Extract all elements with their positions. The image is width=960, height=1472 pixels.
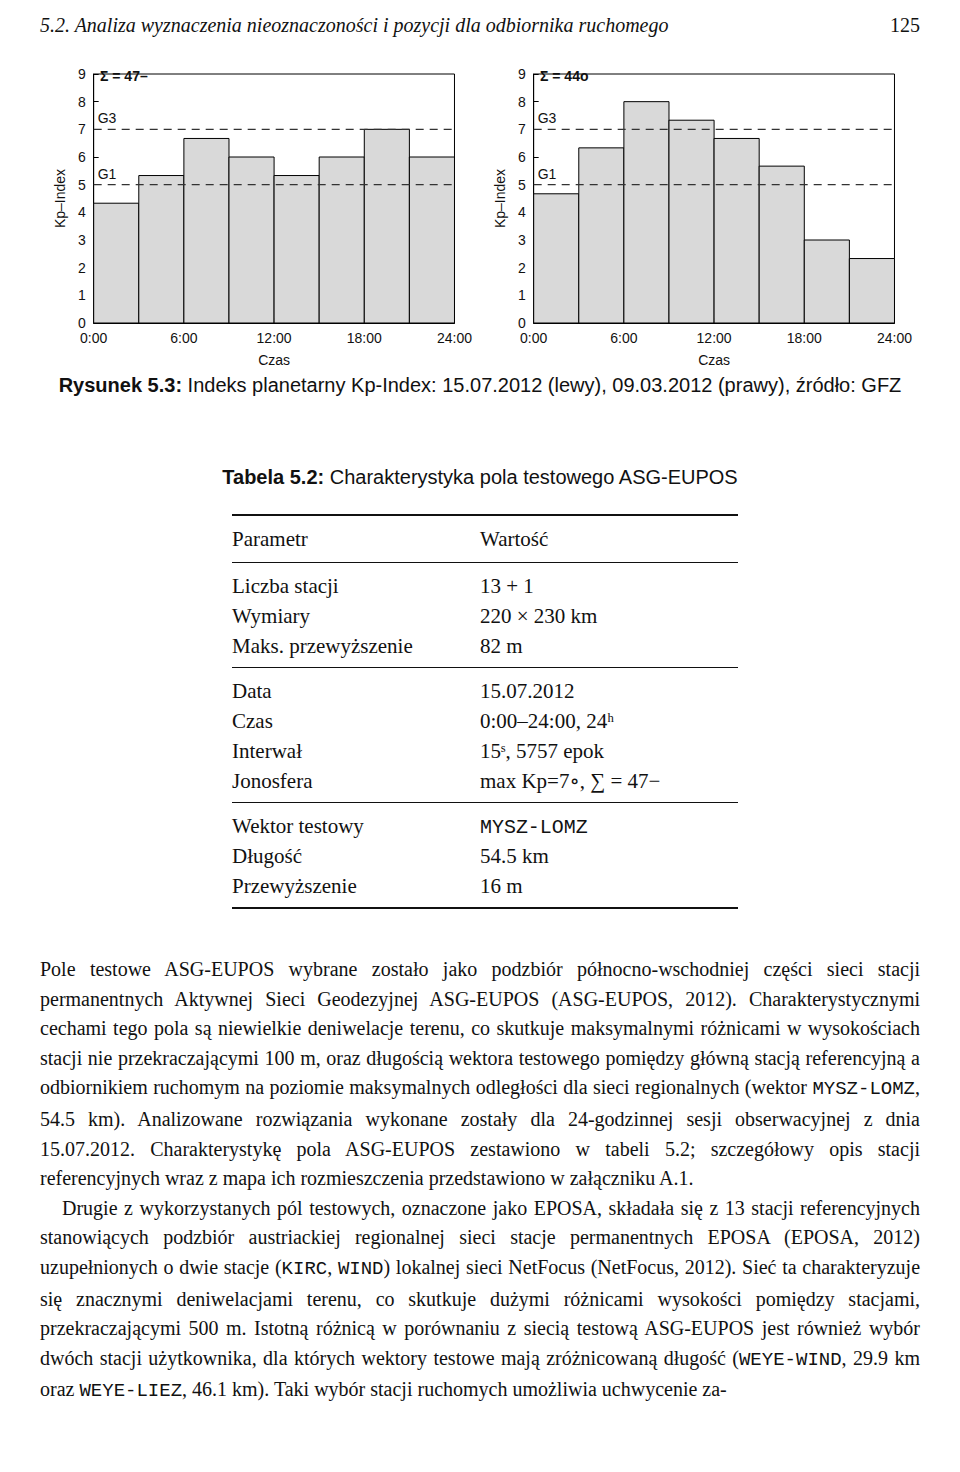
svg-text:G1: G1 [98,166,117,182]
html-text:Wektor testowy: Wektor testowy [232,813,364,838]
html-text:Tabela 5.2: Charakterystyka po: Tabela 5.2: Charakterystyka pola testowe… [222,466,738,488]
svg-text:7: 7 [518,121,526,137]
html-text:13 + 1: 13 + 1 [480,573,534,598]
html-text:MYSZ-LOMZ: MYSZ-LOMZ [480,815,588,839]
html-text:5.2. Analiza wyznaczenia nieoz: 5.2. Analiza wyznaczenia nieoznaczoności… [40,14,669,36]
svg-text:0:00: 0:00 [80,330,107,346]
html-text:Przewyższenie: Przewyższenie [232,873,357,898]
svg-text:G3: G3 [98,110,117,126]
svg-text:Σ = 44o: Σ = 44o [540,68,588,84]
svg-text:18:00: 18:00 [787,330,822,346]
svg-text:3: 3 [518,232,526,248]
svg-text:6: 6 [78,149,86,165]
svg-text:5: 5 [78,177,86,193]
svg-text:Czas: Czas [698,352,730,368]
html-text:Maks. przewyższenie: Maks. przewyższenie [232,633,413,658]
svg-text:2: 2 [78,260,86,276]
html-text:Parametr: Parametr [232,526,308,551]
html-text:Liczba stacji: Liczba stacji [232,573,339,598]
svg-text:0: 0 [518,315,526,331]
svg-text:8: 8 [518,94,526,110]
svg-text:5: 5 [518,177,526,193]
svg-text:12:00: 12:00 [257,330,292,346]
html-text:54.5 km: 54.5 km [480,843,549,868]
html-text:0:00–24:00, 24ʰ: 0:00–24:00, 24ʰ [480,708,614,733]
html-text:max Kp=7∘, ∑ = 47−: max Kp=7∘, ∑ = 47− [480,768,661,793]
html-text:Pole testowe ASG-EUPOS wybrane: Pole testowe ASG-EUPOS wybrane zostało j… [40,958,920,1190]
svg-text:24:00: 24:00 [877,330,912,346]
svg-text:7: 7 [78,121,86,137]
svg-text:6:00: 6:00 [170,330,197,346]
svg-text:9: 9 [78,66,86,82]
html-text:Długość: Długość [232,843,302,868]
svg-text:8: 8 [78,94,86,110]
html-text:15.07.2012: 15.07.2012 [480,678,575,703]
html-text:15ˢ, 5757 epok: 15ˢ, 5757 epok [480,738,604,763]
svg-text:12:00: 12:00 [697,330,732,346]
svg-text:Czas: Czas [258,352,290,368]
html-text:Wymiary: Wymiary [232,603,310,628]
svg-text:0: 0 [78,315,86,331]
html-text:Czas: Czas [232,708,273,733]
html-text:16 m: 16 m [480,873,523,898]
svg-text:G1: G1 [538,166,557,182]
html-text:Rysunek 5.3: Indeks planetarny: Rysunek 5.3: Indeks planetarny Kp-Index:… [58,374,902,396]
svg-text:Kp–Index: Kp–Index [52,169,68,228]
html-text:82 m: 82 m [480,633,523,658]
svg-text:18:00: 18:00 [347,330,382,346]
svg-text:4: 4 [78,204,86,220]
html-text:125: 125 [890,14,920,36]
svg-text:1: 1 [78,287,86,303]
svg-text:4: 4 [518,204,526,220]
svg-text:9: 9 [518,66,526,82]
html-text:Wartość: Wartość [480,526,549,551]
svg-text:0:00: 0:00 [520,330,547,346]
svg-text:Σ = 47–: Σ = 47– [100,68,148,84]
html-text:Data: Data [232,678,272,703]
svg-text:24:00: 24:00 [437,330,472,346]
html-text:220 × 230 km: 220 × 230 km [480,603,598,628]
svg-text:G3: G3 [538,110,557,126]
svg-text:6: 6 [518,149,526,165]
svg-text:6:00: 6:00 [610,330,637,346]
html-text:Jonosfera: Jonosfera [232,768,313,793]
html-text:Interwał: Interwał [232,738,302,763]
svg-text:3: 3 [78,232,86,248]
svg-text:1: 1 [518,287,526,303]
svg-text:2: 2 [518,260,526,276]
html-text:Drugie z wykorzystanych pól te: Drugie z wykorzystanych pól testowych, o… [40,1196,920,1403]
svg-text:Kp–Index: Kp–Index [492,169,508,228]
